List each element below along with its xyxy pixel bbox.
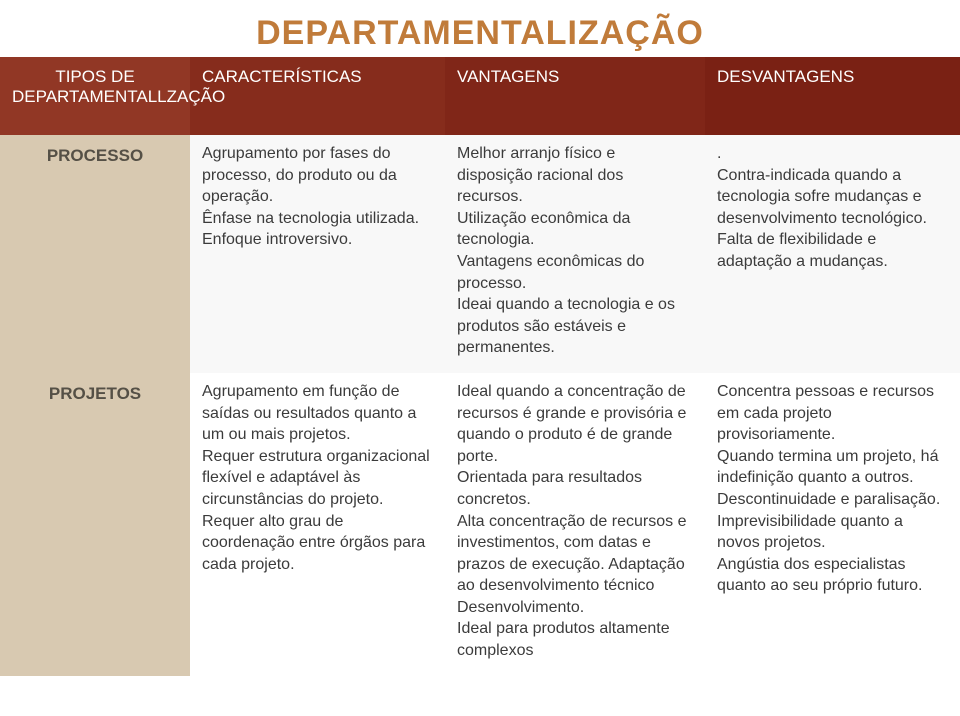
- header-vantagens: VANTAGENS: [445, 57, 705, 135]
- header-caracteristicas: CARACTERÍSTICAS: [190, 57, 445, 135]
- header-tipos: TIPOS DE DEPARTAMENTALLZAÇÃO: [0, 57, 190, 135]
- table-row: PROJETOS Agrupamento em função de saídas…: [0, 373, 960, 676]
- table-row: PROCESSO Agrupamento por fases do proces…: [0, 135, 960, 373]
- row-label-projetos: PROJETOS: [0, 373, 190, 676]
- cell-caracteristicas: Agrupamento em função de saídas ou resul…: [190, 373, 445, 676]
- departamentalizacao-table: TIPOS DE DEPARTAMENTALLZAÇÃO CARACTERÍST…: [0, 57, 960, 676]
- cell-desvantagens: .Contra-indicada quando a tecnologia sof…: [705, 135, 960, 373]
- row-label-processo: PROCESSO: [0, 135, 190, 373]
- cell-vantagens: Ideal quando a concentração de recursos …: [445, 373, 705, 676]
- cell-desvantagens: Concentra pessoas e recursos em cada pro…: [705, 373, 960, 676]
- cell-vantagens: Melhor arranjo físico e disposição racio…: [445, 135, 705, 373]
- table-header-row: TIPOS DE DEPARTAMENTALLZAÇÃO CARACTERÍST…: [0, 57, 960, 135]
- header-desvantagens: DESVANTAGENS: [705, 57, 960, 135]
- page-title: DEPARTAMENTALIZAÇÃO: [0, 0, 960, 57]
- cell-caracteristicas: Agrupamento por fases do processo, do pr…: [190, 135, 445, 373]
